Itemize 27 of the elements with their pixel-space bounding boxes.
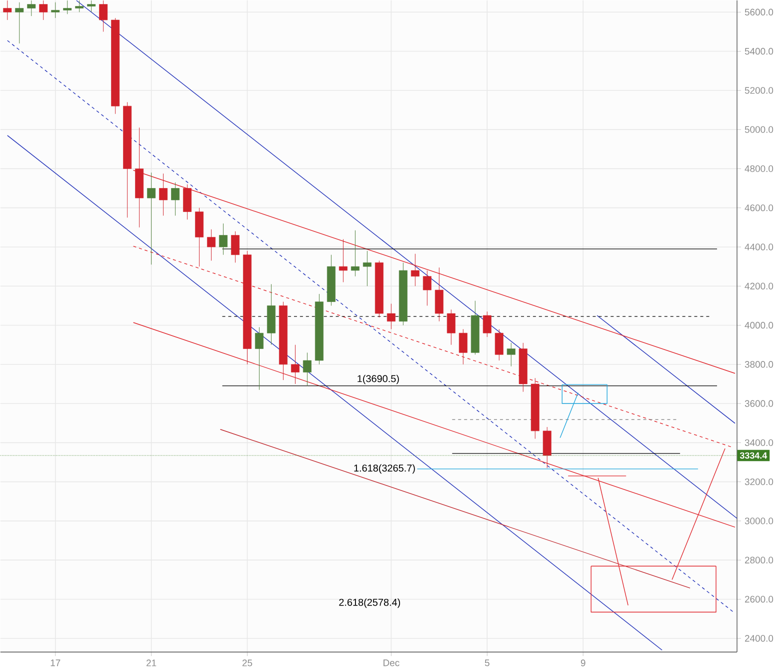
y-tick-label: 3600.0 — [744, 400, 774, 408]
y-tick-label: 5000.0 — [744, 126, 774, 134]
x-tick-label: Dec — [384, 660, 400, 666]
y-tick-label: 4200.0 — [744, 282, 774, 290]
x-tick-label: 5 — [484, 660, 490, 666]
y-tick-label: 3000.0 — [744, 518, 774, 524]
y-tick-label: 5400.0 — [744, 48, 774, 55]
x-tick-label: 21 — [146, 660, 156, 666]
y-tick-label: 3200.0 — [744, 478, 774, 486]
y-tick-label: 2600.0 — [744, 596, 774, 603]
y-tick-label: 4800.0 — [744, 166, 774, 172]
x-tick-label: 17 — [50, 660, 60, 666]
annotation: 1.618(3265.7) — [354, 464, 415, 474]
ref-line-label: 3334.4 — [740, 452, 768, 459]
y-tick-label: 4400.0 — [744, 244, 774, 251]
y-tick-label: 2800.0 — [744, 556, 774, 564]
y-tick-label: 5600.0 — [744, 8, 774, 16]
y-tick-label: 5200.0 — [744, 87, 774, 94]
y-tick-label: 3800.0 — [744, 361, 774, 368]
y-tick-label: 4600.0 — [744, 204, 774, 212]
annotation: 1(3690.5) — [358, 375, 399, 384]
y-tick-label: 4000.0 — [744, 322, 774, 329]
x-tick-label: 9 — [580, 660, 586, 666]
y-tick-label: 3400.0 — [744, 440, 774, 446]
annotation: 2.618(2578.4) — [339, 598, 400, 608]
x-tick-label: 25 — [242, 660, 252, 666]
y-tick-label: 2400.0 — [744, 635, 774, 642]
